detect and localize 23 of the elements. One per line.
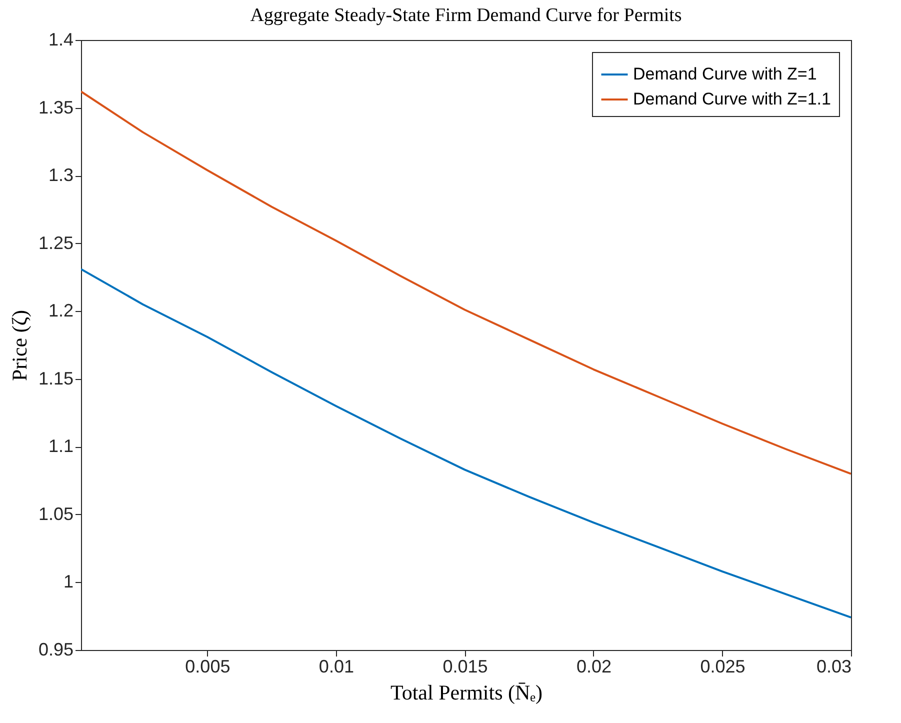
y-tick-label: 1.35 [38, 97, 74, 118]
x-tick-label: 0.01 [318, 656, 354, 676]
line-series [81, 268, 851, 618]
y-tick-label: 0.95 [38, 640, 74, 660]
y-tick-label: 1.1 [48, 436, 74, 456]
y-tick-label: 1.2 [48, 300, 74, 321]
x-axis-title: Total Permits (N̄ₑ) [390, 680, 543, 704]
y-tick-label: 1 [63, 572, 74, 592]
x-tick-label: 0.02 [576, 656, 612, 676]
x-tick-label: 0.005 [185, 656, 230, 676]
y-tick-label: 1.25 [38, 232, 74, 253]
chart-title: Aggregate Steady-State Firm Demand Curve for Permits [250, 5, 682, 26]
line-series [81, 90, 851, 475]
x-tick-label: 0.015 [442, 656, 488, 676]
y-tick-label: 1.15 [38, 368, 74, 388]
y-tick-label: 1.05 [38, 504, 74, 524]
y-axis-title: Price (ζ) [7, 310, 32, 382]
y-tick-label: 1.3 [48, 165, 74, 186]
legend-label: Demand Curve with Z=1.1 [633, 90, 831, 108]
x-tick-label: 0.025 [700, 656, 746, 676]
legend-label: Demand Curve with Z=1 [633, 64, 817, 84]
y-tick-label: 1.4 [48, 30, 74, 50]
x-tick-label: 0.03 [816, 656, 852, 676]
